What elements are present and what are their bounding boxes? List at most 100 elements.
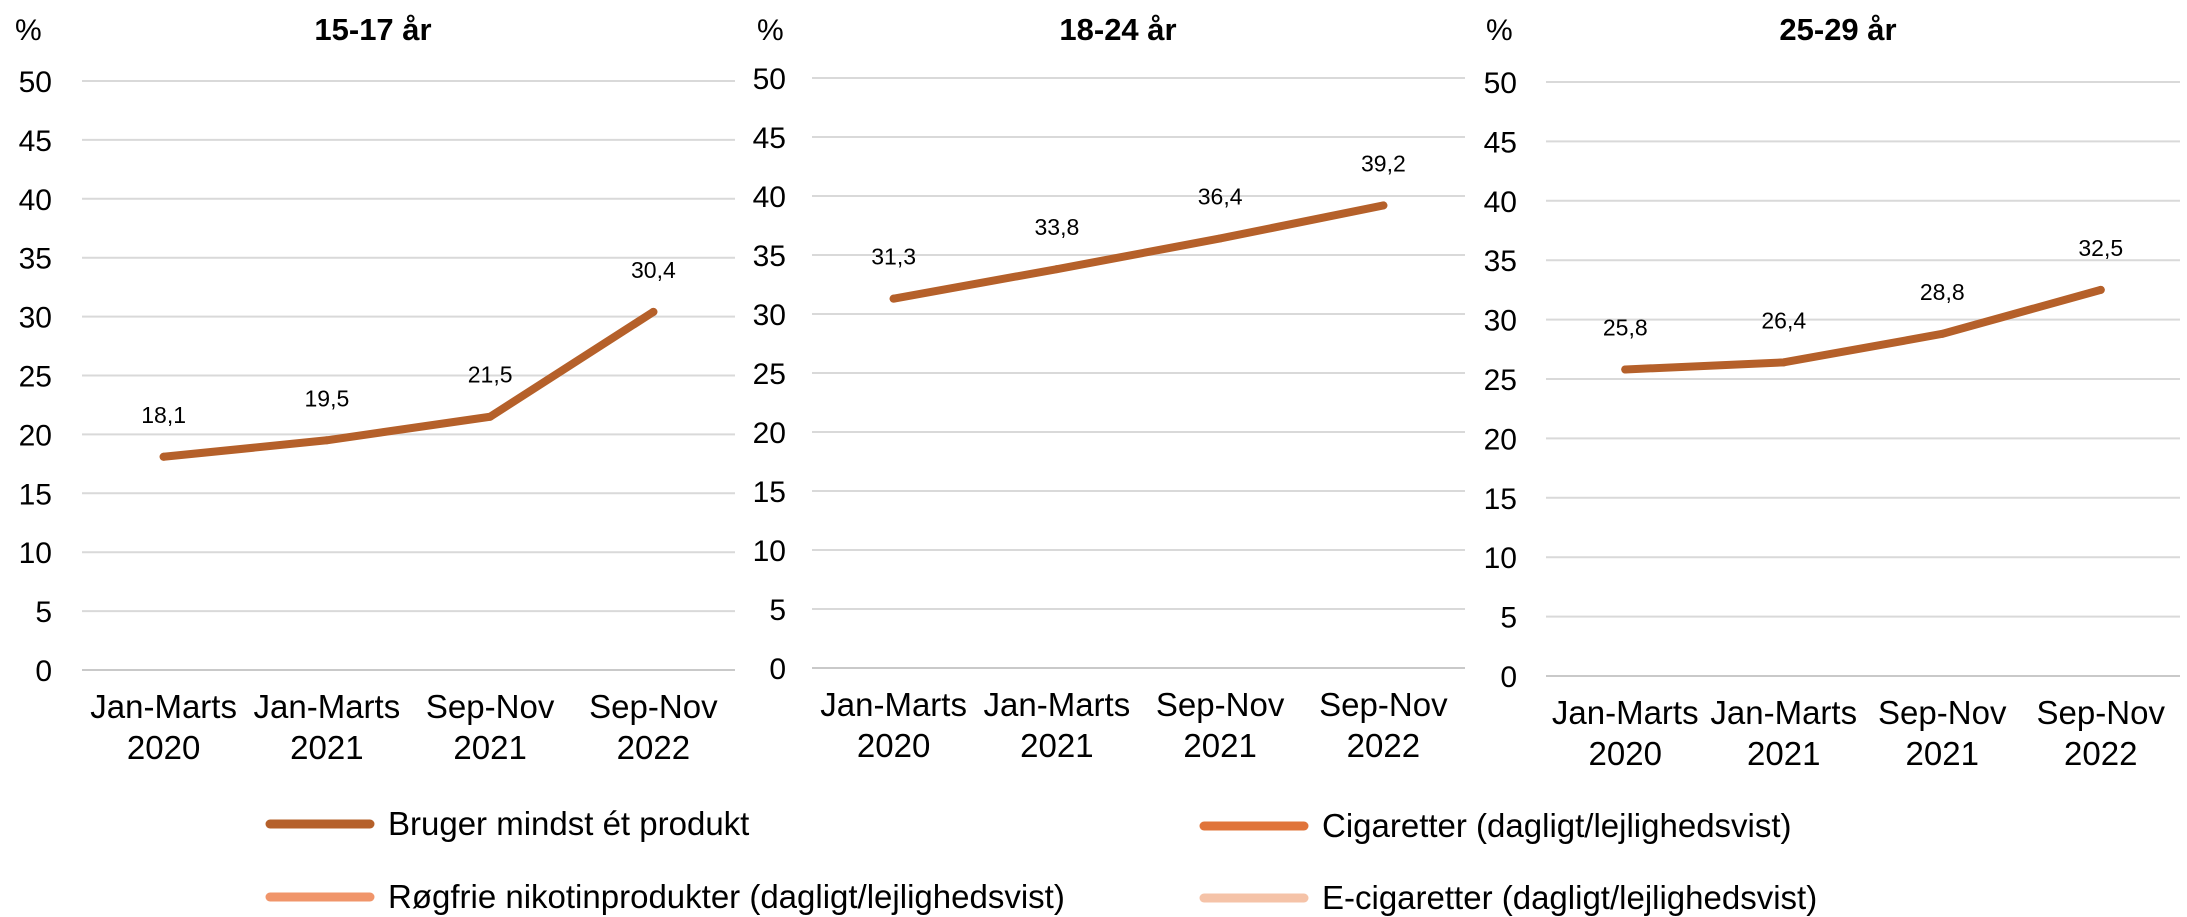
series-line bbox=[159, 307, 658, 461]
y-tick-label: 40 bbox=[19, 184, 52, 217]
chart-panel-3: 0 5 10 15 20 25 30 35 40 45 50% 25-29 år Jan-Marts 20… bbox=[1484, 12, 2180, 772]
x-tick-label: 2022 bbox=[1347, 727, 1420, 764]
x-tick-label: 2020 bbox=[127, 729, 200, 766]
y-axis-unit: % bbox=[757, 14, 784, 47]
y-tick-label: 50 bbox=[1484, 67, 1517, 100]
y-tick-label: 10 bbox=[19, 537, 52, 570]
x-tick-label: 2021 bbox=[1020, 727, 1093, 764]
data-point bbox=[1052, 265, 1061, 274]
x-tick-label: Jan-Marts bbox=[90, 688, 237, 725]
x-tick-label: 2021 bbox=[1906, 735, 1979, 772]
x-tick-label: 2021 bbox=[453, 729, 526, 766]
x-tick-label: Jan-Marts bbox=[820, 686, 967, 723]
x-tick-label: Sep-Nov bbox=[2037, 694, 2166, 731]
y-axis-unit: % bbox=[15, 14, 42, 47]
x-tick-label: 2021 bbox=[1183, 727, 1256, 764]
x-tick-label: Jan-Marts bbox=[254, 688, 401, 725]
y-tick-label: 35 bbox=[1484, 245, 1517, 278]
y-tick-label: 5 bbox=[35, 596, 52, 629]
chart-panel-2: 0 5 10 15 20 25 30 35 40 45 50% 18-24 år Jan-Marts 20… bbox=[753, 12, 1465, 764]
y-tick-label: 25 bbox=[19, 361, 52, 394]
y-tick-label: 30 bbox=[19, 302, 52, 335]
legend-label: Cigaretter (dagligt/lejlighedsvist) bbox=[1322, 807, 1792, 844]
panel-title: 18-24 år bbox=[1059, 12, 1176, 47]
y-tick-label: 25 bbox=[1484, 364, 1517, 397]
series-line bbox=[1621, 285, 2105, 374]
data-label: 26,4 bbox=[1761, 307, 1806, 333]
data-label: 39,2 bbox=[1361, 150, 1406, 176]
y-tick-label: 10 bbox=[753, 535, 786, 568]
data-point bbox=[486, 412, 495, 421]
x-tick-label: 2022 bbox=[617, 729, 690, 766]
data-label: 36,4 bbox=[1198, 183, 1243, 209]
series-line bbox=[889, 201, 1388, 303]
y-tick-label: 25 bbox=[753, 358, 786, 391]
data-label: 18,1 bbox=[141, 402, 186, 428]
y-tick-label: 45 bbox=[19, 125, 52, 158]
x-tick-label: Jan-Marts bbox=[1710, 694, 1857, 731]
x-tick-label: 2020 bbox=[1589, 735, 1662, 772]
y-tick-label: 45 bbox=[1484, 126, 1517, 159]
data-label: 28,8 bbox=[1920, 279, 1965, 305]
x-tick-label: 2020 bbox=[857, 727, 930, 764]
y-tick-label: 15 bbox=[19, 478, 52, 511]
legend-item: Cigaretter (dagligt/lejlighedsvist) bbox=[1199, 807, 1792, 844]
y-tick-label: 30 bbox=[753, 299, 786, 332]
data-point bbox=[1779, 358, 1788, 367]
panel-title: 25-29 år bbox=[1779, 12, 1896, 47]
data-point bbox=[1621, 365, 1630, 374]
panel-title: 15-17 år bbox=[314, 12, 431, 47]
x-tick-label: Sep-Nov bbox=[1156, 686, 1285, 723]
data-label: 30,4 bbox=[631, 257, 676, 283]
y-tick-label: 30 bbox=[1484, 305, 1517, 338]
data-point bbox=[1938, 329, 1947, 338]
legend-item: Bruger mindst ét produkt bbox=[265, 805, 749, 842]
data-point bbox=[1216, 234, 1225, 243]
legend-label: Røgfrie nikotinprodukter (dagligt/lejlig… bbox=[388, 878, 1065, 915]
data-point bbox=[889, 294, 898, 303]
data-label: 21,5 bbox=[468, 362, 513, 388]
y-tick-label: 5 bbox=[769, 594, 786, 627]
data-point bbox=[649, 307, 658, 316]
data-point bbox=[1379, 201, 1388, 210]
y-tick-label: 50 bbox=[753, 63, 786, 96]
y-tick-label: 20 bbox=[19, 419, 52, 452]
y-axis-unit: % bbox=[1486, 14, 1513, 47]
y-tick-label: 0 bbox=[769, 653, 786, 686]
x-tick-label: 2022 bbox=[2064, 735, 2137, 772]
y-tick-label: 15 bbox=[1484, 483, 1517, 516]
data-label: 33,8 bbox=[1034, 214, 1079, 240]
data-label: 31,3 bbox=[871, 244, 916, 270]
y-tick-label: 20 bbox=[1484, 423, 1517, 456]
y-tick-label: 40 bbox=[753, 181, 786, 214]
y-tick-label: 20 bbox=[753, 417, 786, 450]
data-label: 19,5 bbox=[304, 385, 349, 411]
x-tick-label: Jan-Marts bbox=[984, 686, 1131, 723]
y-tick-label: 10 bbox=[1484, 542, 1517, 575]
y-tick-label: 35 bbox=[753, 240, 786, 273]
y-tick-label: 5 bbox=[1500, 602, 1517, 635]
x-tick-label: 2021 bbox=[1747, 735, 1820, 772]
legend-item: E-cigaretter (dagligt/lejlighedsvist) bbox=[1199, 879, 1817, 916]
x-tick-label: Jan-Marts bbox=[1552, 694, 1699, 731]
x-tick-label: Sep-Nov bbox=[426, 688, 555, 725]
x-tick-label: Sep-Nov bbox=[1878, 694, 2007, 731]
data-label: 25,8 bbox=[1603, 314, 1648, 340]
chart-legend: Bruger mindst ét produkt Cigaretter (dagl… bbox=[265, 805, 1817, 916]
y-tick-label: 40 bbox=[1484, 186, 1517, 219]
chart-panel-1: 0 5 10 15 20 25 30 35 40 45 50% 15-17 år Jan-Marts 20… bbox=[15, 12, 735, 766]
x-tick-label: Sep-Nov bbox=[1319, 686, 1448, 723]
data-label: 32,5 bbox=[2078, 235, 2123, 261]
data-point bbox=[159, 452, 168, 461]
legend-label: E-cigaretter (dagligt/lejlighedsvist) bbox=[1322, 879, 1817, 916]
legend-item: Røgfrie nikotinprodukter (dagligt/lejlig… bbox=[265, 878, 1065, 915]
y-tick-label: 50 bbox=[19, 66, 52, 99]
y-tick-label: 45 bbox=[753, 122, 786, 155]
data-point bbox=[322, 436, 331, 445]
legend-label: Bruger mindst ét produkt bbox=[388, 805, 749, 842]
x-tick-label: 2021 bbox=[290, 729, 363, 766]
x-tick-label: Sep-Nov bbox=[589, 688, 718, 725]
y-tick-label: 0 bbox=[35, 655, 52, 688]
